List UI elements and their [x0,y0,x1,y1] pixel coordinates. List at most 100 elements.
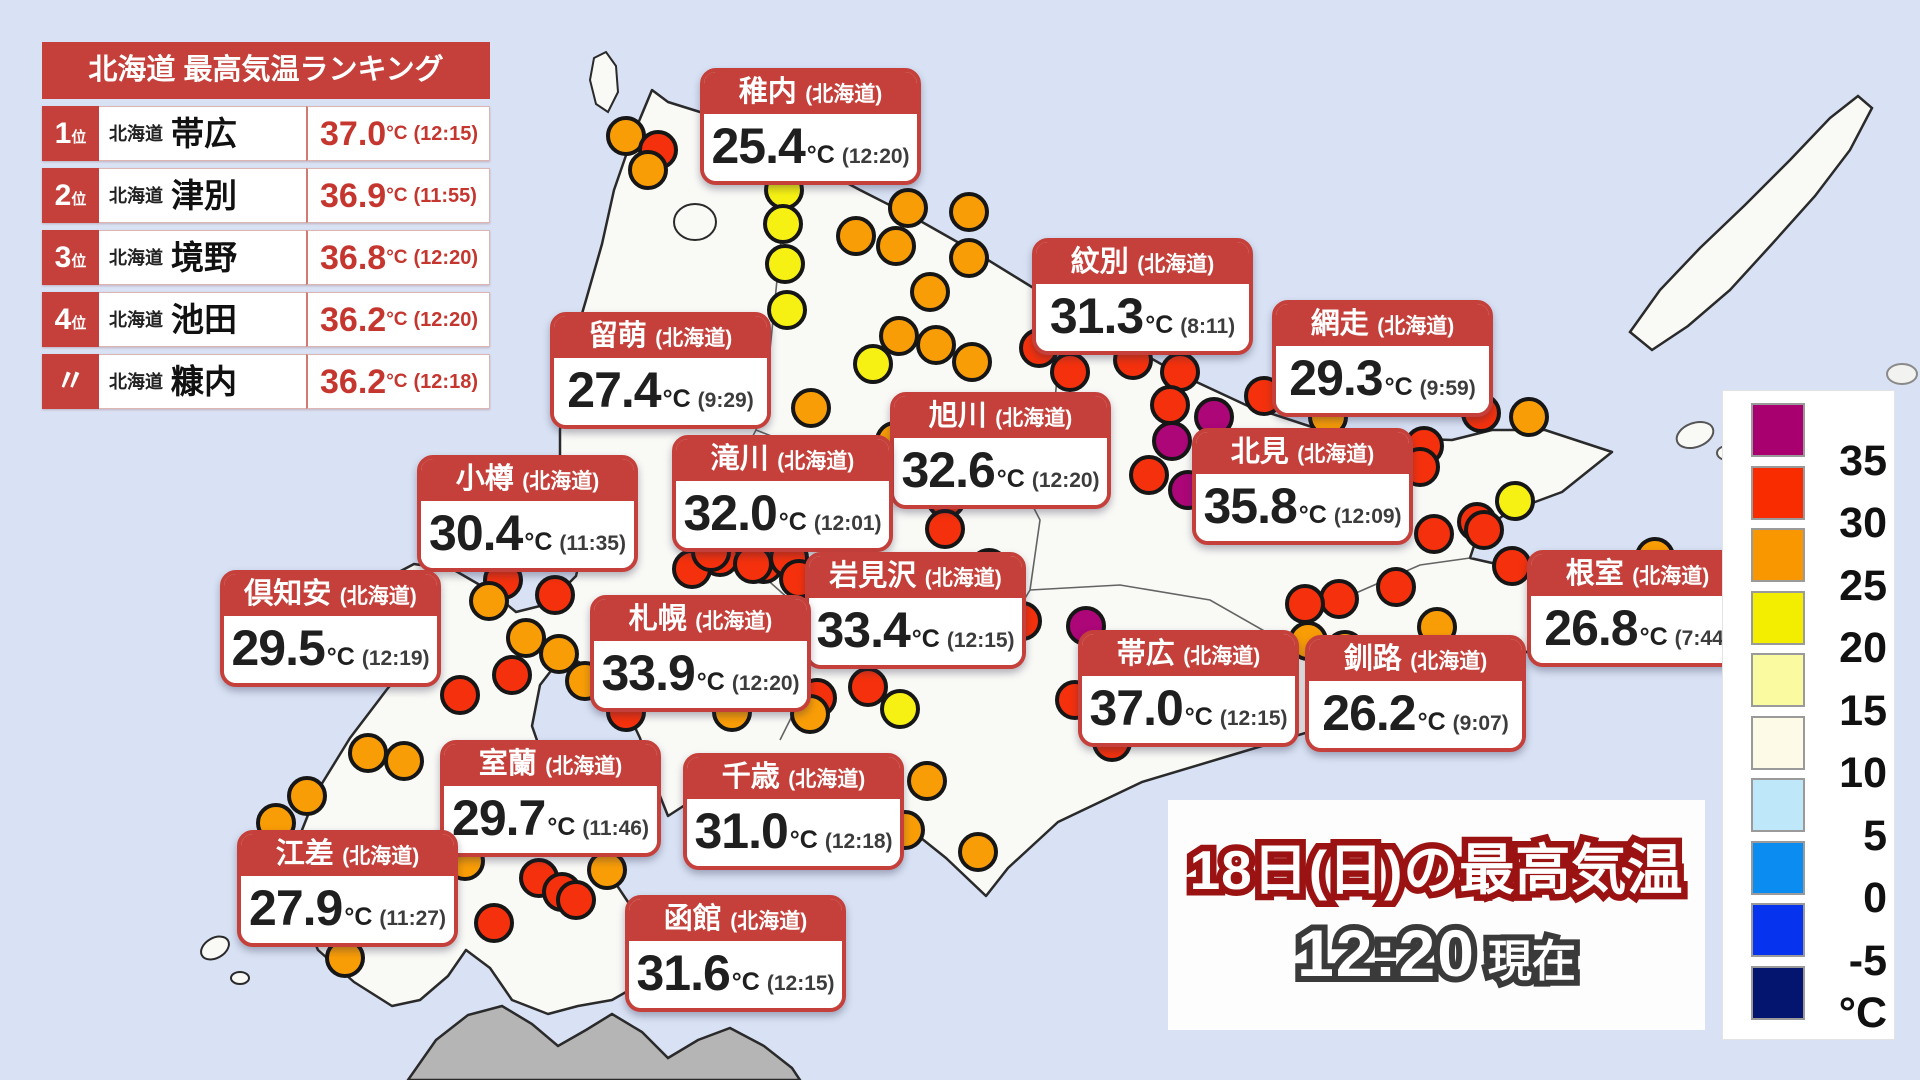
station-unit: °C [996,465,1025,493]
station-prefecture: (北海道) [788,768,866,791]
station-prefecture: (北海道) [1377,315,1455,338]
ranking-name-cell: 北海道 津別 [99,168,306,223]
ranking-city: 糠内 [171,363,237,400]
rank-number: 〃 [55,364,86,398]
ranking-prefecture: 北海道 [109,123,163,144]
station-unit: °C [1298,501,1327,529]
station-name: 紋別 [1070,246,1129,278]
station-prefecture: (北海道) [924,567,1002,590]
legend-swatch [1751,903,1805,957]
ranking-row: 1 位 北海道 帯広 37.0 °C (12:15) [42,106,490,161]
station-label-sapporo: 札幌 (北海道) 33.9 °C (12:20) [590,595,811,712]
temp-dot [1152,421,1192,461]
station-obs-time: (8:11) [1180,315,1236,338]
ranking-city: 津別 [171,177,237,214]
station-unit: °C [731,968,760,996]
ranking-row: 2 位 北海道 津別 36.9 °C (11:55) [42,168,490,223]
station-obs-time: (12:15) [1219,707,1288,730]
station-name: 札幌 [628,603,687,635]
station-label-chitose: 千歳 (北海道) 31.0 °C (12:18) [683,753,904,870]
caption-time-outline: 12:20 現在 [1291,911,1582,996]
legend-label: -5 [1848,936,1887,985]
station-name: 釧路 [1343,643,1402,675]
caption-panel: 18日(日)の最高気温 18日(日)の最高気温 12:20 現在 12:20 現在 [1168,800,1705,1030]
station-label-kitami: 北見 (北海道) 35.8 °C (12:09) [1192,428,1413,545]
legend-swatch [1751,715,1805,770]
station-label-body: 32.6 °C (12:20) [894,438,1107,505]
ranking-temperature: 36.9 [320,176,387,215]
rank-suffix: 位 [71,129,87,146]
station-obs-time: (12:20) [731,672,800,695]
station-unit: °C [1145,311,1174,339]
station-label-header: 函館 (北海道) [629,899,842,941]
temp-dot [767,290,807,330]
station-label-body: 33.9 °C (12:20) [594,641,807,708]
station-unit: °C [778,508,807,536]
ranking-prefecture: 北海道 [109,371,163,392]
station-obs-time: (12:09) [1333,505,1402,528]
station-obs-time: (7:44) [1674,627,1731,650]
legend-label: 15 [1839,686,1887,735]
temp-dot [1050,352,1090,392]
station-unit: °C [1184,703,1213,731]
legend-swatch [1751,465,1805,520]
ranking-prefecture: 北海道 [109,185,163,206]
station-prefecture: (北海道) [1632,565,1710,588]
rebun-island [588,50,620,114]
station-label-header: 留萌 (北海道) [554,316,767,358]
station-temperature: 29.7 [452,790,546,846]
station-name: 千歳 [721,761,780,793]
station-label-header: 帯広 (北海道) [1082,634,1295,676]
station-label-header: 岩見沢 (北海道) [809,556,1022,598]
temp-dot [888,188,928,228]
station-name: 岩見沢 [829,560,917,592]
ranking-city: 境野 [171,239,237,276]
ranking-unit: °C [386,123,408,144]
temp-dot [836,216,876,256]
legend-label: 5 [1863,811,1887,860]
station-obs-time: (12:01) [813,512,882,535]
legend-swatch [1751,840,1805,895]
ranking-rank-cell: 3 位 [42,230,99,285]
temp-dot [763,204,803,244]
temp-dot [287,776,327,816]
station-name: 旭川 [928,400,987,432]
temp-dot [916,325,956,365]
ranking-obs-time: (12:20) [413,246,478,269]
rank-number: 1 [54,116,72,150]
temp-dot [1129,455,1169,495]
ranking-unit: °C [386,309,408,330]
caption-title-text: 18日(日)の最高気温 [1189,839,1684,902]
ranking-name-cell: 北海道 糠内 [99,354,306,409]
ranking-row: 3 位 北海道 境野 36.8 °C (12:20) [42,230,490,285]
station-obs-time: (12:15) [766,972,835,995]
station-label-body: 31.0 °C (12:18) [687,799,900,866]
station-label-body: 29.5 °C (12:19) [224,616,437,683]
temp-dot [474,903,514,943]
station-temperature: 37.0 [1089,680,1183,736]
station-temperature: 25.4 [711,118,805,174]
station-label-takikawa: 滝川 (北海道) 32.0 °C (12:01) [672,435,893,552]
station-label-hakodate: 函館 (北海道) 31.6 °C (12:15) [625,895,846,1012]
ranking-value-cell: 36.9 °C (11:55) [306,168,490,223]
station-label-header: 網走 (北海道) [1276,304,1489,346]
legend-swatch [1751,653,1805,707]
station-label-body: 32.0 °C (12:01) [676,481,889,548]
ranking-temperature: 37.0 [320,114,387,153]
station-label-kutchan: 倶知安 (北海道) 29.5 °C (12:19) [220,570,441,687]
station-unit: °C [789,826,818,854]
ranking-value-cell: 37.0 °C (12:15) [306,106,490,161]
temp-dot [848,667,888,707]
small-island [230,971,250,985]
station-label-header: 室蘭 (北海道) [444,744,657,786]
station-unit: °C [911,625,940,653]
station-label-body: 29.3 °C (9:59) [1276,346,1489,413]
station-prefecture: (北海道) [339,585,417,608]
station-label-kushiro: 釧路 (北海道) 26.2 °C (9:07) [1305,635,1526,752]
station-name: 北見 [1230,436,1289,468]
legend-label: 20 [1839,624,1887,672]
temp-dot [1495,481,1535,521]
station-temperature: 30.4 [429,505,523,561]
station-name: 江差 [275,838,334,870]
station-name: 滝川 [710,443,769,475]
